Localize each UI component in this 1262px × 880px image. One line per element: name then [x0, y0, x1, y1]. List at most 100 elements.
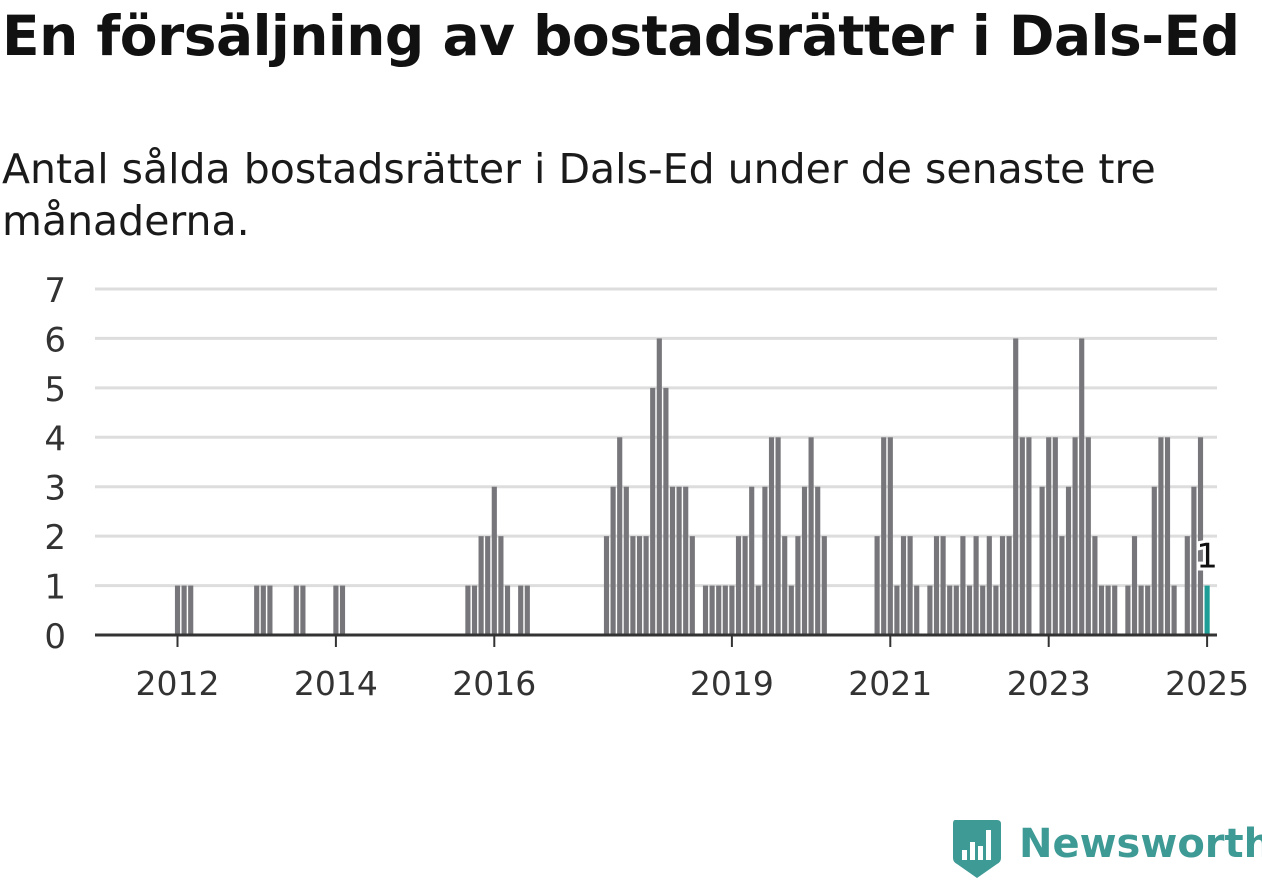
bar: [643, 536, 649, 635]
y-tick-label: 2: [44, 518, 66, 558]
bar: [491, 486, 497, 635]
bar: [1164, 437, 1171, 635]
bar: [339, 585, 346, 635]
bar: [300, 585, 306, 635]
bar-chart: 0 1 2 3 4 5 6 7 2012 2014 2016 2019 2021 2023 2025 1: [44, 271, 1249, 703]
y-tick-label: 6: [44, 320, 66, 360]
highlight-annotation: 1: [1193, 534, 1221, 580]
bar: [188, 585, 194, 635]
bar: [181, 585, 187, 635]
bar: [947, 585, 953, 635]
bar: [907, 536, 913, 635]
bar: [1138, 585, 1144, 635]
bar: [293, 585, 299, 635]
bar: [630, 536, 636, 635]
bar: [1131, 536, 1138, 635]
bar: [478, 536, 484, 635]
bar: [749, 486, 755, 635]
bar: [966, 585, 973, 635]
bar: [815, 486, 821, 635]
x-tick-label: 2012: [136, 664, 220, 703]
bar: [1006, 536, 1012, 635]
bar: [782, 536, 788, 635]
bar: [775, 437, 781, 635]
newsworthy-logo-icon: [953, 820, 1001, 878]
x-tick-label: 2025: [1165, 664, 1249, 703]
bar: [1158, 437, 1164, 635]
y-tick-label: 5: [44, 370, 66, 410]
x-axis-ticks: 2012 2014 2016 2019 2021 2023 2025: [136, 635, 1249, 703]
bar: [689, 536, 695, 635]
bar: [683, 486, 689, 635]
y-tick-label: 3: [44, 469, 66, 509]
chart-title: En försäljning av bostadsrätter i Dals-E…: [2, 4, 1240, 68]
bar: [676, 486, 682, 635]
bar: [1151, 486, 1157, 635]
bar: [617, 437, 623, 635]
bar: [1112, 585, 1118, 635]
bar: [465, 585, 471, 635]
bar: [1145, 585, 1151, 635]
bar: [1184, 536, 1190, 635]
y-tick-label: 0: [44, 617, 66, 657]
bar: [722, 585, 728, 635]
bar: [887, 437, 893, 635]
bar: [610, 486, 616, 635]
bar: [940, 536, 946, 635]
bar: [1197, 437, 1204, 635]
bar: [1092, 536, 1098, 635]
x-tick-label: 2021: [848, 664, 932, 703]
bar: [729, 585, 735, 635]
bar: [663, 387, 669, 635]
bar: [1065, 486, 1072, 635]
bar: [260, 585, 266, 635]
bar: [1019, 437, 1025, 635]
bar: [1191, 486, 1197, 635]
y-tick-label: 7: [44, 271, 66, 311]
bar: [1171, 585, 1177, 635]
chart-subtitle: Antal sålda bostadsrätter i Dals-Ed unde…: [2, 145, 1156, 245]
bar: [953, 585, 959, 635]
x-tick-label: 2014: [294, 664, 378, 703]
bar: [1013, 338, 1019, 635]
bar: [960, 536, 966, 635]
bar: [636, 536, 643, 635]
highlight-value-label: 1: [1196, 537, 1218, 577]
bar: [808, 437, 814, 635]
bar: [1052, 437, 1058, 635]
bar: [498, 536, 504, 635]
y-tick-label: 1: [44, 568, 66, 608]
bar: [900, 536, 907, 635]
brand-name: Newsworthy: [1019, 821, 1262, 867]
bar: [999, 536, 1006, 635]
bar: [524, 585, 530, 635]
bar: [881, 437, 887, 635]
bar: [735, 536, 742, 635]
bar: [254, 585, 260, 635]
bar: [669, 486, 676, 635]
bar: [980, 585, 986, 635]
bar: [755, 585, 761, 635]
bar: [768, 437, 775, 635]
bar: [1105, 585, 1111, 635]
bar: [801, 486, 808, 635]
bar: [1039, 486, 1045, 635]
bar: [986, 536, 992, 635]
bar: [333, 585, 339, 635]
bar: [874, 536, 880, 635]
bar: [650, 387, 656, 635]
bar: [973, 536, 979, 635]
bar: [762, 486, 768, 635]
bar: [485, 536, 491, 635]
bar: [1072, 437, 1078, 635]
bar: [1046, 437, 1052, 635]
y-axis-ticks: 0 1 2 3 4 5 6 7: [44, 271, 66, 657]
bar: [788, 585, 794, 635]
y-tick-label: 4: [44, 419, 66, 459]
bar: [933, 536, 940, 635]
bar: [702, 585, 709, 635]
bar: [267, 585, 273, 635]
bar: [894, 585, 900, 635]
bar: [603, 536, 610, 635]
x-tick-label: 2016: [452, 664, 536, 703]
